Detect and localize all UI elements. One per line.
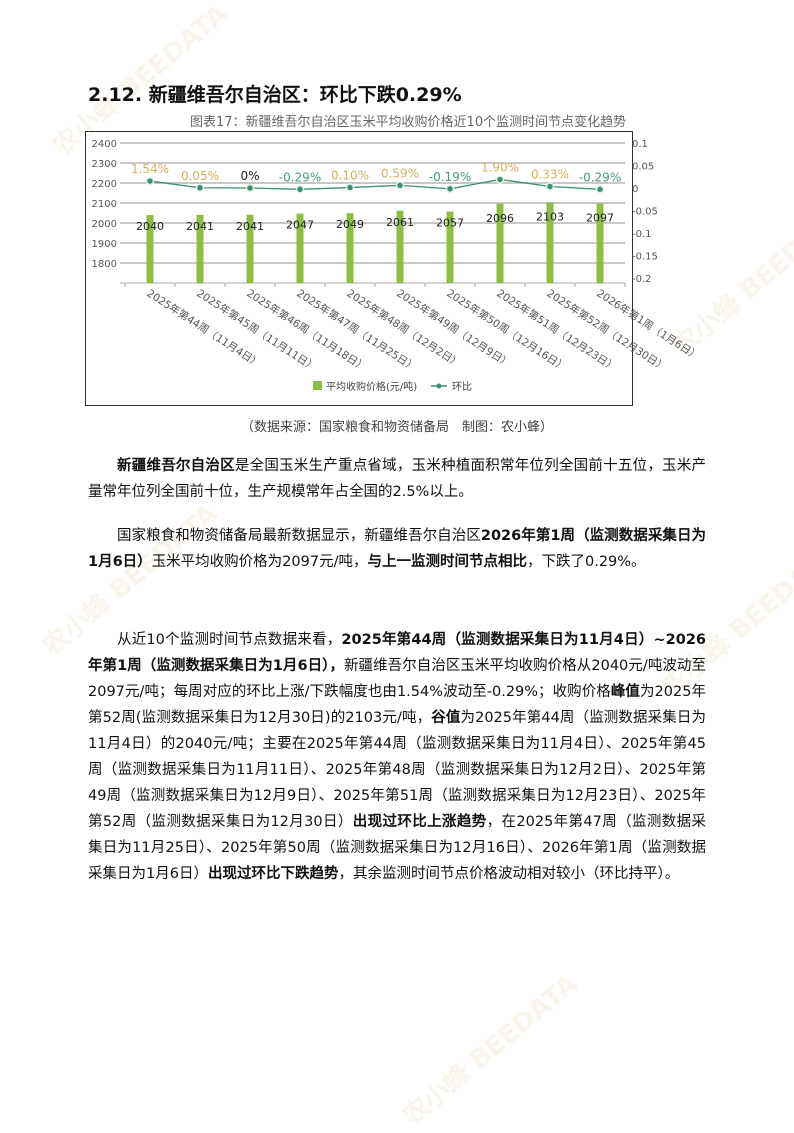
bold-text: 出现过环比下跌趋势 (207, 866, 339, 882)
section-heading: 2.12. 新疆维吾尔自治区：环比下跌0.29% (88, 84, 462, 106)
chart-frame (85, 131, 633, 406)
legend-label-bar: 平均收购价格(元/吨) (326, 380, 417, 393)
right-axis-tick: -0.05 (632, 207, 658, 218)
line-point (395, 181, 405, 190)
bar (146, 215, 154, 283)
line-point (595, 185, 605, 194)
legend-swatch-bar (313, 381, 322, 390)
line-data-label: -0.29% (279, 170, 321, 184)
line-data-label: -0.29% (579, 170, 621, 184)
line-point (245, 183, 255, 193)
bar (196, 214, 204, 283)
line-data-label: 0% (240, 169, 259, 183)
bar-data-label: 2057 (436, 217, 464, 230)
bold-text: 出现过环比上涨趋势 (352, 814, 487, 830)
bar-data-label: 2097 (586, 212, 614, 225)
line-data-label: 0.33% (531, 168, 569, 182)
text-run: ，在2025年第47周（监测数据采集日为11月25日）、2025年第50周（监测… (88, 814, 707, 882)
line-point (195, 183, 205, 193)
left-axis-tick: 2400 (92, 139, 117, 150)
bar (446, 211, 454, 283)
bold-text: 2026年第1周（监测数据采集日为1月6日） (88, 528, 707, 570)
right-axis-tick: 0.1 (632, 139, 648, 150)
bar (346, 213, 354, 283)
right-axis-tick: -0.1 (632, 229, 652, 240)
bar (296, 213, 304, 283)
left-axis-tick: 2000 (92, 219, 117, 230)
text-run: ，下跌了0.29%。 (526, 554, 646, 570)
bold-text: 谷值 (431, 710, 461, 726)
line-data-label: 0.05% (181, 169, 219, 183)
left-axis-tick: 1900 (92, 239, 117, 250)
legend-label-line: 环比 (452, 381, 472, 393)
right-axis-tick: -0.15 (632, 252, 658, 263)
legend-swatch-point (436, 383, 442, 389)
paragraph-intro: 新疆维吾尔自治区是全国玉米生产重点省域，玉米种植面积常年位列全国前十五位，玉米产… (88, 453, 706, 505)
bar-data-label: 2096 (486, 212, 514, 225)
line-series (149, 178, 601, 190)
paragraph-trend: 从近10个监测时间节点数据来看，2025年第44周（监测数据采集日为11月4日）… (88, 627, 706, 887)
bar (596, 203, 604, 283)
text-run: 玉米平均收购价格为2097元/吨， (151, 554, 368, 570)
bold-text: 与上一监测时间节点相比 (367, 554, 527, 570)
text-run: 从近10个监测时间节点数据来看， (117, 632, 342, 648)
line-data-label: 0.10% (331, 169, 369, 183)
line-point (495, 175, 505, 184)
line-point (295, 185, 305, 194)
bar-data-label: 2103 (536, 210, 564, 223)
right-axis-tick: 0.05 (632, 162, 654, 173)
left-axis-tick: 2200 (92, 179, 117, 190)
text-run: 新疆维吾尔自治区玉米平均收购价格从2040元/吨波动至2097元/吨；每周对应的… (88, 658, 706, 700)
text-run: 是全国玉米生产重点省域，玉米种植面积常年位列全国前十五位，玉米产量常年位列全国前… (88, 458, 707, 500)
bold-text: 新疆维吾尔自治区 (117, 458, 235, 474)
watermark: 农小蜂 BEEDATA (397, 968, 584, 1132)
bar-data-label: 2040 (136, 220, 164, 233)
paragraph-latest: 国家粮食和物资储备局最新数据显示，新疆维吾尔自治区2026年第1周（监测数据采集… (88, 523, 706, 575)
line-data-label: 1.90% (481, 160, 519, 174)
bar (396, 210, 404, 283)
bar-data-label: 2041 (186, 220, 214, 233)
bar (246, 214, 254, 283)
bar-data-label: 2061 (386, 216, 414, 229)
bar (496, 203, 504, 283)
text-run: ，其余监测时间节点价格波动相对较小（环比持平）。 (338, 866, 680, 882)
figure-source: （数据来源：国家粮食和物资储备局 制图：农小蜂） (240, 420, 553, 435)
text-run: 为2025年第44周（监测数据采集日为11月4日）的2040元/吨；主要在202… (88, 710, 707, 830)
line-point (345, 183, 355, 192)
left-axis-tick: 2100 (92, 199, 117, 210)
left-axis-tick: 2300 (92, 159, 117, 170)
text-run: 国家粮食和物资储备局最新数据显示，新疆维吾尔自治区 (117, 528, 481, 544)
line-point (445, 184, 455, 194)
right-axis-tick: 0 (632, 184, 638, 195)
left-axis-tick: 1800 (92, 259, 117, 270)
line-data-label: -0.19% (429, 170, 471, 184)
figure-caption: 图表17：新疆维吾尔自治区玉米平均收购价格近10个监测时间节点变化趋势 (190, 115, 627, 130)
line-point (145, 176, 155, 186)
bar-data-label: 2049 (336, 218, 364, 231)
line-data-label: 0.59% (381, 166, 419, 180)
bar-data-label: 2047 (286, 219, 314, 232)
line-data-label: 1.54% (131, 162, 169, 176)
line-point (545, 182, 555, 191)
bold-text: 峰值 (610, 684, 640, 700)
bar-data-label: 2041 (236, 220, 264, 233)
bold-text: 2025年第44周（监测数据采集日为11月4日）~2026年第1周（监测数据采集… (88, 632, 706, 674)
price-chart: 2400 2300 2200 2100 2000 1900 1800 0.1 0.05 0 -0.0… (92, 139, 703, 393)
right-axis-tick: -0.2 (632, 274, 652, 285)
text-run: 为2025年第52周(监测数据采集日为12月30日)的2103元/吨， (88, 684, 707, 726)
bar (546, 202, 554, 283)
